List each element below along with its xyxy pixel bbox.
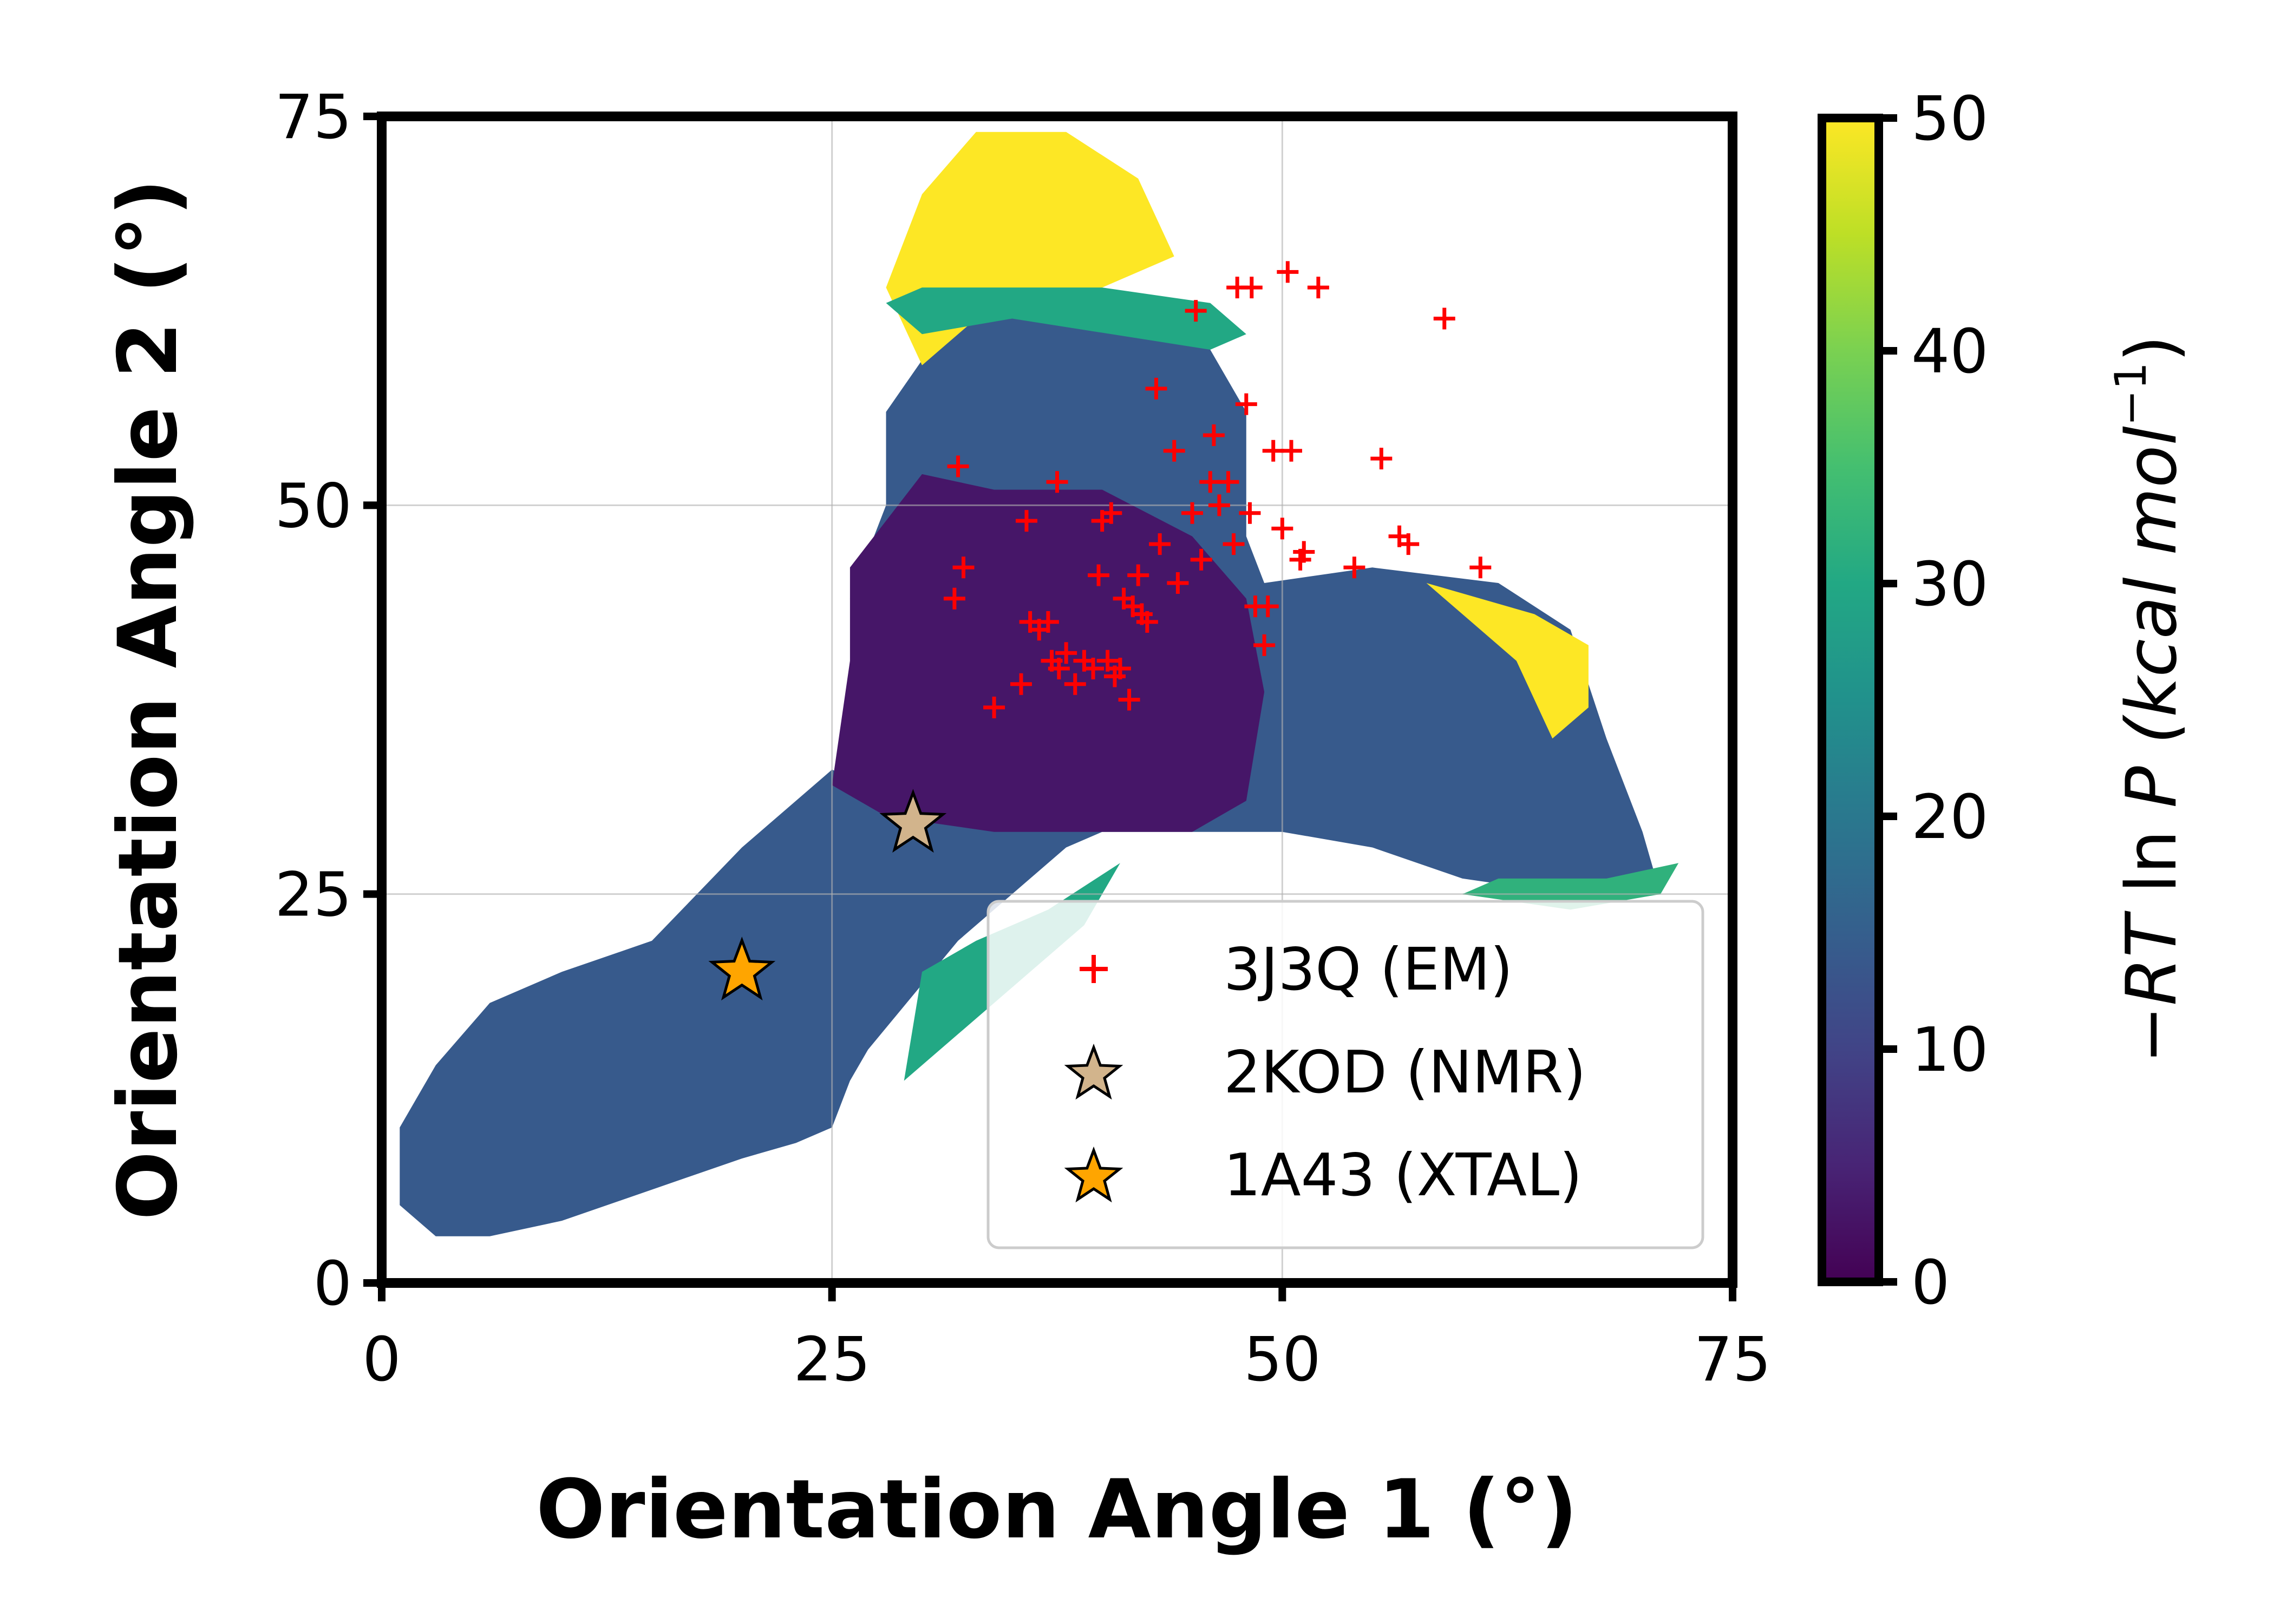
point-0-36: [1203, 424, 1225, 447]
x-axis-ticks: 0 25 50 75: [362, 1283, 1771, 1395]
colorbar-tick-label-5: 50: [1911, 84, 1989, 154]
colorbar-tick-label-4: 40: [1911, 317, 1989, 387]
x-tick-label-3: 75: [1694, 1325, 1772, 1395]
legend-label-em: 3J3Q (EM): [1224, 936, 1513, 1004]
point-0-13: [1064, 673, 1086, 695]
colorbar-label-units: (kcal mol: [2112, 426, 2192, 766]
point-0-33: [1185, 300, 1207, 322]
point-1-0: [879, 789, 947, 853]
point-0-52: [1293, 541, 1315, 563]
colorbar-tick-label-0: 0: [1911, 1248, 1950, 1318]
point-0-59: [1469, 556, 1492, 579]
point-0-48: [1271, 518, 1293, 540]
point-0-11: [1048, 658, 1070, 680]
point-0-37: [1208, 494, 1230, 516]
density-region-5: [1462, 863, 1679, 910]
point-0-10: [1046, 471, 1068, 493]
colorbar-label-close: ): [2112, 335, 2192, 362]
legend-marker-em: [1080, 955, 1108, 983]
legend-box: [986, 900, 1704, 1249]
point-0-4: [1010, 673, 1032, 695]
point-0-30: [1163, 440, 1185, 462]
point-0-34: [1190, 548, 1212, 571]
point-0-28: [1145, 377, 1167, 400]
colorbar-ticks: 0 10 20 30 40 50: [1879, 84, 1989, 1318]
point-0-2: [943, 587, 965, 610]
colorbar-tick-label-1: 10: [1911, 1015, 1989, 1085]
point-0-41: [1235, 393, 1257, 415]
y-tick-label-1: 25: [275, 860, 352, 931]
point-0-16: [1088, 564, 1110, 586]
point-0-0: [947, 455, 969, 477]
colorbar-label: −RT ln P (kcal mol−1): [2106, 335, 2192, 1064]
legend-label-nmr: 2KOD (NMR): [1224, 1039, 1586, 1106]
legend-marker-nmr: [1064, 1043, 1123, 1100]
y-tick-label-3: 75: [275, 82, 352, 153]
point-0-5: [1015, 510, 1037, 532]
y-axis-label: Orientation Angle 2 (°): [101, 179, 195, 1220]
point-0-18: [1096, 650, 1119, 672]
point-2-0: [708, 937, 776, 1001]
legend-entry-em: 3J3Q (EM): [1080, 936, 1513, 1004]
legend-label-xtal: 1A43 (XTAL): [1224, 1142, 1582, 1209]
point-0-31: [1167, 572, 1189, 594]
point-0-49: [1277, 261, 1299, 283]
point-0-45: [1253, 634, 1276, 656]
point-0-19: [1100, 502, 1122, 524]
legend: 3J3Q (EM) 2KOD (NMR) 1A43 (XTAL): [986, 900, 1704, 1249]
point-0-12: [1055, 642, 1077, 664]
legend-marker-xtal: [1064, 1146, 1123, 1203]
point-0-8: [1037, 611, 1059, 633]
colorbar-label-p: P: [2112, 766, 2192, 808]
colorbar-label-ln: ln: [2112, 808, 2192, 915]
point-0-3: [983, 696, 1005, 718]
x-axis-label: Orientation Angle 1 (°): [536, 1463, 1578, 1557]
point-0-57: [1397, 533, 1420, 555]
x-tick-label-2: 50: [1244, 1325, 1321, 1395]
point-0-15: [1082, 658, 1105, 680]
point-0-1: [952, 556, 975, 579]
colorbar-label-exp: −1: [2106, 362, 2156, 426]
point-0-39: [1223, 533, 1245, 555]
plot-frame: [377, 112, 1737, 1288]
point-0-54: [1343, 556, 1365, 579]
point-0-58: [1433, 307, 1455, 330]
point-0-38: [1217, 471, 1239, 493]
point-0-27: [1136, 611, 1158, 633]
colorbar-tick-label-2: 20: [1911, 782, 1989, 853]
point-0-42: [1239, 502, 1261, 524]
point-0-23: [1118, 689, 1140, 711]
colorbar-gradient: [1822, 118, 1879, 1282]
point-0-53: [1307, 277, 1329, 299]
density-region-0: [832, 474, 1265, 832]
colorbar-label-minus: −: [2112, 1006, 2192, 1064]
density-region-3: [1426, 583, 1589, 739]
x-tick-label-0: 0: [362, 1325, 401, 1395]
point-0-32: [1181, 502, 1203, 524]
x-tick-label-1: 25: [793, 1325, 871, 1395]
y-axis-ticks: 0 25 50 75: [275, 82, 382, 1319]
scatter-points: [708, 261, 1492, 1001]
point-0-25: [1127, 564, 1149, 586]
point-0-21: [1109, 658, 1131, 680]
point-0-50: [1280, 440, 1302, 462]
colorbar-label-rt: RT: [2112, 911, 2192, 1006]
colorbar-tick-label-3: 30: [1911, 549, 1989, 620]
point-0-29: [1149, 533, 1171, 555]
legend-entry-nmr: 2KOD (NMR): [1064, 1039, 1586, 1106]
density-region-4: [886, 287, 1246, 350]
colorbar: 0 10 20 30 40 50 −RT ln P (kcal mol−1): [1818, 84, 2192, 1318]
point-0-43: [1240, 277, 1263, 299]
colorbar-frame: [1818, 114, 1883, 1286]
point-0-46: [1257, 595, 1279, 618]
y-tick-label-2: 50: [275, 471, 352, 541]
y-tick-label-0: 0: [313, 1249, 352, 1319]
point-0-55: [1370, 448, 1393, 470]
legend-entry-xtal: 1A43 (XTAL): [1064, 1142, 1582, 1209]
